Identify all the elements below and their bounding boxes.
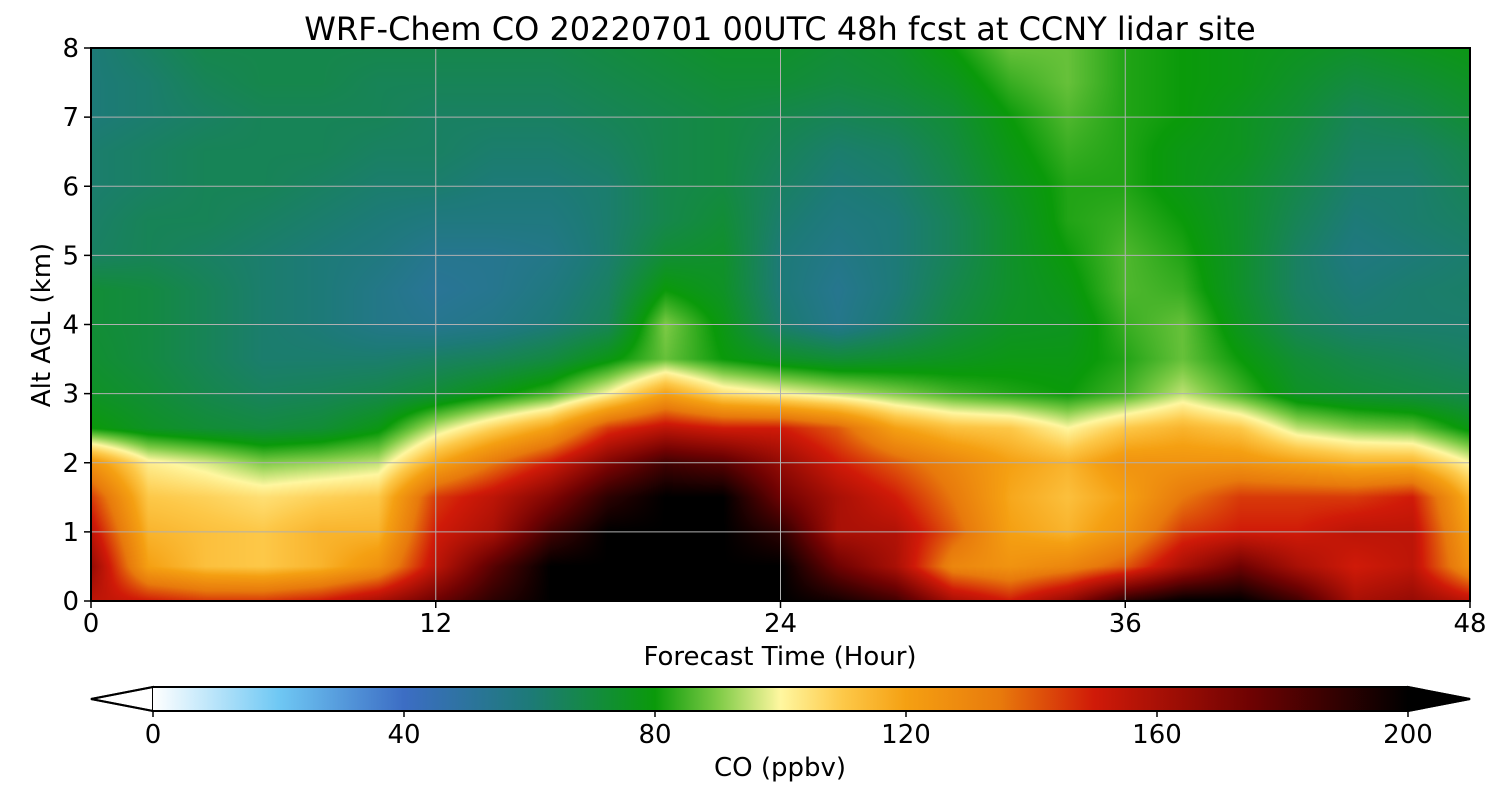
colorbar-ticks: 0 40 80 120 160 200: [145, 711, 1433, 750]
y-tick-label: 5: [62, 241, 79, 271]
y-tick-label: 6: [62, 172, 79, 202]
colorbar-extend-max: [1407, 685, 1471, 713]
colorbar-label: CO (ppbv): [714, 753, 846, 783]
y-tick-label: 8: [62, 34, 79, 64]
colorbar-tick-label: 40: [387, 720, 420, 750]
y-tick-label: 3: [62, 380, 79, 410]
colorbar-extend-min: [90, 685, 154, 713]
y-tick-label: 0: [62, 587, 79, 617]
y-axis-label: Alt AGL (km): [27, 243, 57, 407]
x-tick-label: 0: [83, 609, 100, 639]
y-axis: 0 1 2 3 4 5 6 7 8: [62, 34, 91, 617]
x-tick-label: 36: [1109, 609, 1142, 639]
x-axis-label: Forecast Time (Hour): [643, 642, 916, 672]
plot-area: [90, 47, 1471, 602]
x-tick-label: 48: [1453, 609, 1486, 639]
y-tick-label: 2: [62, 449, 79, 479]
colorbar-tick-label: 80: [638, 720, 671, 750]
x-tick-label: 24: [764, 609, 797, 639]
colorbar-tick-label: 160: [1132, 720, 1182, 750]
chart-title: WRF-Chem CO 20220701 00UTC 48h fcst at C…: [304, 10, 1255, 48]
gridlines: [91, 48, 1470, 601]
x-axis: 0 12 24 36 48: [83, 601, 1487, 639]
colorbar-tick-label: 120: [881, 720, 931, 750]
colorbar-tick-label: 0: [145, 720, 162, 750]
colorbar: 0 40 80 120 160 200 CO (ppbv): [90, 685, 1471, 783]
colorbar-gradient: [153, 687, 1408, 711]
y-tick-label: 4: [62, 311, 79, 341]
y-tick-label: 7: [62, 103, 79, 133]
y-tick-label: 1: [62, 518, 79, 548]
colorbar-tick-label: 200: [1383, 720, 1433, 750]
x-tick-label: 12: [419, 609, 452, 639]
